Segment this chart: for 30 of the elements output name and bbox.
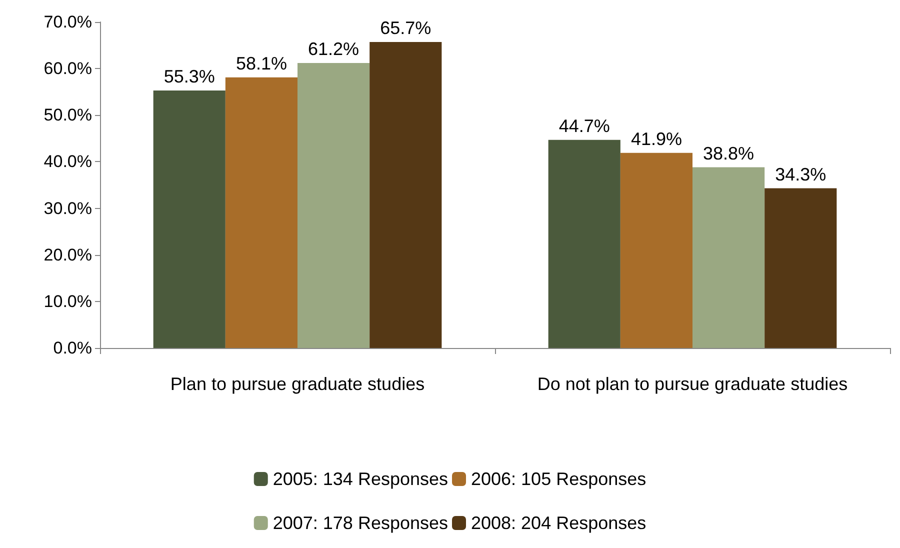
y-tick-label: 10.0% [44, 292, 92, 311]
data-label: 65.7% [380, 18, 432, 38]
data-label: 38.8% [703, 143, 754, 164]
legend-label: 2006: 105 Responses [471, 469, 646, 489]
bar [225, 77, 298, 348]
bar [692, 167, 765, 348]
bar [298, 62, 370, 348]
data-label: 44.7% [558, 116, 610, 136]
legend-label: 2005: 134 Responses [272, 469, 448, 489]
x-tick-label: Do not plan to pursue graduate studies [537, 374, 848, 394]
data-label: 41.9% [630, 128, 682, 149]
y-tick-label: 30.0% [44, 198, 92, 218]
bar [764, 188, 837, 348]
y-tick-label: 50.0% [44, 106, 92, 125]
data-label: 58.1% [236, 53, 287, 74]
bar [620, 152, 692, 348]
y-tick-label: 40.0% [44, 152, 92, 172]
y-tick-label: 20.0% [44, 245, 92, 264]
y-tick-label: 0.0% [53, 338, 92, 358]
data-label: 55.3% [164, 66, 215, 86]
x-tick-label: Plan to pursue graduate studies [170, 374, 425, 394]
legend-label: 2008: 204 Responses [471, 513, 646, 533]
y-tick-label: 60.0% [44, 59, 92, 78]
data-label: 61.2% [308, 38, 360, 59]
bar [153, 90, 226, 348]
bar [370, 42, 442, 348]
legend-label: 2007: 178 Responses [272, 513, 448, 533]
bar [548, 140, 620, 348]
data-label: 34.3% [775, 164, 826, 184]
y-tick-label: 70.0% [44, 12, 92, 32]
